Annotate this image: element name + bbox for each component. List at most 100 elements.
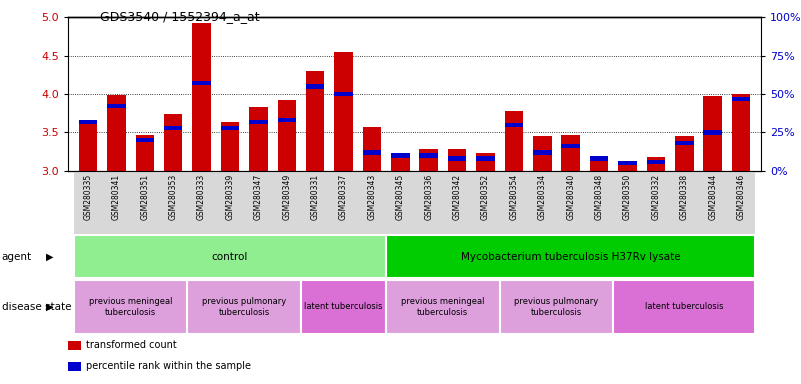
Bar — [528, 171, 557, 234]
Text: GSM280333: GSM280333 — [197, 174, 206, 220]
Text: previous meningeal
tuberculosis: previous meningeal tuberculosis — [89, 297, 172, 316]
Text: GSM280353: GSM280353 — [169, 174, 178, 220]
Bar — [187, 280, 301, 334]
Bar — [277, 118, 296, 122]
Text: GSM280352: GSM280352 — [481, 174, 490, 220]
Bar — [107, 104, 126, 109]
Bar — [646, 160, 665, 164]
Bar — [471, 171, 500, 234]
Text: control: control — [211, 252, 248, 262]
Bar — [670, 171, 698, 234]
Bar — [646, 157, 665, 171]
Bar — [74, 235, 386, 278]
Bar — [334, 92, 352, 96]
Bar — [386, 280, 500, 334]
Text: GSM280346: GSM280346 — [737, 174, 746, 220]
Bar — [562, 144, 580, 149]
Bar — [221, 122, 239, 171]
Bar — [420, 153, 438, 158]
Text: GSM280345: GSM280345 — [396, 174, 405, 220]
Text: GSM280342: GSM280342 — [453, 174, 461, 220]
Bar — [505, 123, 523, 127]
Bar — [732, 94, 751, 171]
Bar — [533, 151, 552, 155]
Bar — [187, 171, 215, 234]
Bar — [590, 156, 608, 171]
Bar — [477, 153, 495, 171]
Text: GSM280344: GSM280344 — [708, 174, 717, 220]
Bar — [703, 96, 722, 171]
Text: GSM280347: GSM280347 — [254, 174, 263, 220]
Bar — [618, 161, 637, 166]
Text: disease state: disease state — [2, 302, 71, 312]
Bar — [386, 171, 415, 234]
Bar — [306, 71, 324, 171]
Text: transformed count: transformed count — [86, 340, 176, 350]
Text: previous pulmonary
tuberculosis: previous pulmonary tuberculosis — [202, 297, 286, 316]
Bar — [74, 171, 103, 234]
Bar — [301, 171, 329, 234]
Bar — [698, 171, 727, 234]
Bar — [131, 171, 159, 234]
Bar — [448, 149, 466, 171]
Text: GSM280343: GSM280343 — [368, 174, 376, 220]
Bar — [443, 171, 471, 234]
Text: ▶: ▶ — [46, 302, 54, 312]
Bar — [363, 127, 381, 171]
Bar — [614, 280, 755, 334]
Bar — [215, 171, 244, 234]
Bar — [301, 280, 386, 334]
Bar — [590, 157, 608, 161]
Bar — [618, 163, 637, 171]
Bar — [164, 114, 183, 171]
Bar — [386, 235, 755, 278]
Bar — [500, 171, 528, 234]
Bar — [585, 171, 614, 234]
Bar — [334, 52, 352, 171]
Bar — [244, 171, 272, 234]
Bar — [249, 120, 268, 124]
Text: previous meningeal
tuberculosis: previous meningeal tuberculosis — [401, 297, 485, 316]
Bar — [135, 138, 154, 142]
Bar — [363, 151, 381, 155]
Bar — [103, 171, 131, 234]
Bar — [533, 136, 552, 171]
Text: latent tuberculosis: latent tuberculosis — [645, 302, 723, 311]
Bar — [306, 84, 324, 89]
Text: GSM280348: GSM280348 — [594, 174, 604, 220]
Bar — [477, 157, 495, 161]
Text: GSM280350: GSM280350 — [623, 174, 632, 220]
Text: GDS3540 / 1552394_a_at: GDS3540 / 1552394_a_at — [100, 10, 260, 23]
Bar — [192, 23, 211, 171]
Text: GSM280339: GSM280339 — [225, 174, 235, 220]
Text: GSM280335: GSM280335 — [83, 174, 92, 220]
Text: GSM280341: GSM280341 — [112, 174, 121, 220]
Bar — [675, 141, 694, 146]
Text: GSM280331: GSM280331 — [311, 174, 320, 220]
Bar — [732, 97, 751, 101]
Text: GSM280349: GSM280349 — [282, 174, 292, 220]
Bar — [164, 126, 183, 130]
Text: GSM280334: GSM280334 — [537, 174, 547, 220]
Bar — [358, 171, 386, 234]
Bar — [329, 171, 358, 234]
Text: GSM280351: GSM280351 — [140, 174, 149, 220]
Text: GSM280336: GSM280336 — [425, 174, 433, 220]
Bar — [727, 171, 755, 234]
Bar — [614, 171, 642, 234]
Bar — [277, 100, 296, 171]
Text: GSM280340: GSM280340 — [566, 174, 575, 220]
Bar — [74, 280, 187, 334]
Bar — [221, 126, 239, 130]
Text: GSM280354: GSM280354 — [509, 174, 518, 220]
Text: previous pulmonary
tuberculosis: previous pulmonary tuberculosis — [514, 297, 598, 316]
Bar — [107, 95, 126, 171]
Bar — [675, 136, 694, 171]
Text: GSM280337: GSM280337 — [339, 174, 348, 220]
Bar — [391, 153, 409, 158]
Bar — [500, 280, 614, 334]
Bar — [135, 135, 154, 171]
Bar — [192, 81, 211, 86]
Text: ▶: ▶ — [46, 252, 54, 262]
Bar — [420, 149, 438, 171]
